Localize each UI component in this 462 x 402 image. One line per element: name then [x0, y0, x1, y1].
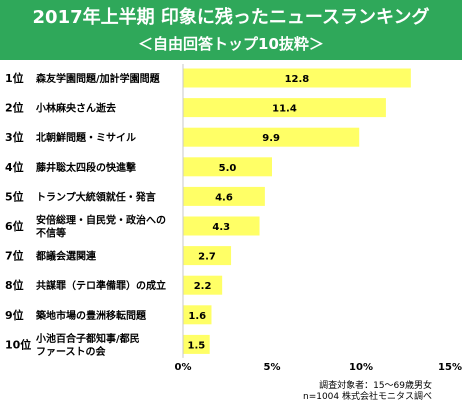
- value-label: 1.6: [188, 311, 206, 322]
- category-label: 不信等: [36, 227, 66, 240]
- rank-label: 8位: [5, 278, 24, 292]
- value-label: 12.8: [285, 74, 310, 85]
- value-label: 5.0: [219, 163, 237, 174]
- survey-source-note: n=1004 株式会社モニタス調べ: [302, 392, 432, 402]
- category-label: 築地市場の豊洲移転問題: [35, 309, 147, 322]
- rank-label: 4位: [5, 160, 24, 174]
- bar-row: 9位 築地市場の豊洲移転問題 1.6: [5, 305, 212, 325]
- category-label: 都議会選関連: [35, 250, 97, 263]
- category-label: 小林麻央さん逝去: [35, 102, 116, 115]
- bar: [183, 216, 260, 236]
- value-label: 11.4: [272, 104, 297, 115]
- bar: [183, 98, 386, 118]
- rank-label: 9位: [5, 308, 24, 322]
- x-tick-label: 5%: [264, 362, 281, 373]
- rank-label: 6位: [5, 219, 24, 233]
- rank-label: 2位: [5, 101, 24, 115]
- x-tick-label: 10%: [349, 362, 373, 373]
- x-tick-label: 0%: [175, 362, 192, 373]
- bar-row: 2位 小林麻央さん逝去 11.4: [5, 98, 386, 118]
- title-banner: 2017年上半期 印象に残ったニュースランキング ＜自由回答トップ10抜粋＞: [0, 0, 462, 60]
- value-label: 4.6: [215, 192, 233, 203]
- category-label: 小池百合子都知事/都民: [35, 332, 140, 345]
- bar: [183, 246, 232, 266]
- bar: [183, 275, 223, 295]
- category-label: 北朝鮮問題・ミサイル: [36, 131, 136, 144]
- value-label: 4.3: [212, 222, 230, 233]
- bar: [183, 305, 212, 325]
- rank-label: 1位: [5, 71, 24, 85]
- category-label: 安倍総理・自民党・政治への: [36, 214, 166, 227]
- bar-row: 1位 森友学園問題/加計学園問題 12.8: [5, 68, 411, 88]
- bar: [183, 127, 360, 147]
- rank-label: 5位: [5, 189, 24, 203]
- bar-row: 5位 トランプ大統領就任・発言 4.6: [5, 186, 265, 206]
- category-label: 森友学園問題/加計学園問題: [35, 72, 161, 85]
- category-label: 藤井聡太四段の快進撃: [36, 161, 136, 174]
- rank-label: 3位: [5, 130, 24, 144]
- chart-subtitle: ＜自由回答トップ10抜粋＞: [138, 35, 324, 53]
- bar-row: 7位 都議会選関連 2.7: [5, 246, 232, 266]
- bar: [183, 334, 210, 354]
- category-label: 共謀罪（テロ準備罪）の成立: [36, 279, 166, 292]
- bar-row: 4位 藤井聡太四段の快進撃 5.0: [5, 157, 272, 177]
- x-tick-label: 15%: [438, 362, 462, 373]
- value-label: 2.7: [198, 252, 216, 263]
- survey-target-note: 調査対象者：15～69歳男女: [319, 381, 432, 391]
- rank-label: 10位: [5, 337, 31, 351]
- value-label: 9.9: [262, 133, 280, 144]
- rank-label: 7位: [5, 249, 24, 263]
- bar: [183, 186, 265, 206]
- bar: [183, 68, 411, 88]
- ranking-bar-chart: 1位 森友学園問題/加計学園問題 12.8 2位 小林麻央さん逝去 11.4 3位 北朝鮮問題…: [5, 64, 462, 373]
- value-label: 2.2: [194, 281, 212, 292]
- value-label: 1.5: [187, 340, 205, 351]
- bar: [183, 157, 272, 177]
- chart-title: 2017年上半期 印象に残ったニュースランキング: [32, 7, 430, 28]
- category-label: ファーストの会: [36, 345, 106, 358]
- category-label: トランプ大統領就任・発言: [36, 190, 156, 203]
- bar-row: 8位 共謀罪（テロ準備罪）の成立 2.2: [5, 275, 223, 295]
- bar-row: 3位 北朝鮮問題・ミサイル 9.9: [5, 127, 360, 147]
